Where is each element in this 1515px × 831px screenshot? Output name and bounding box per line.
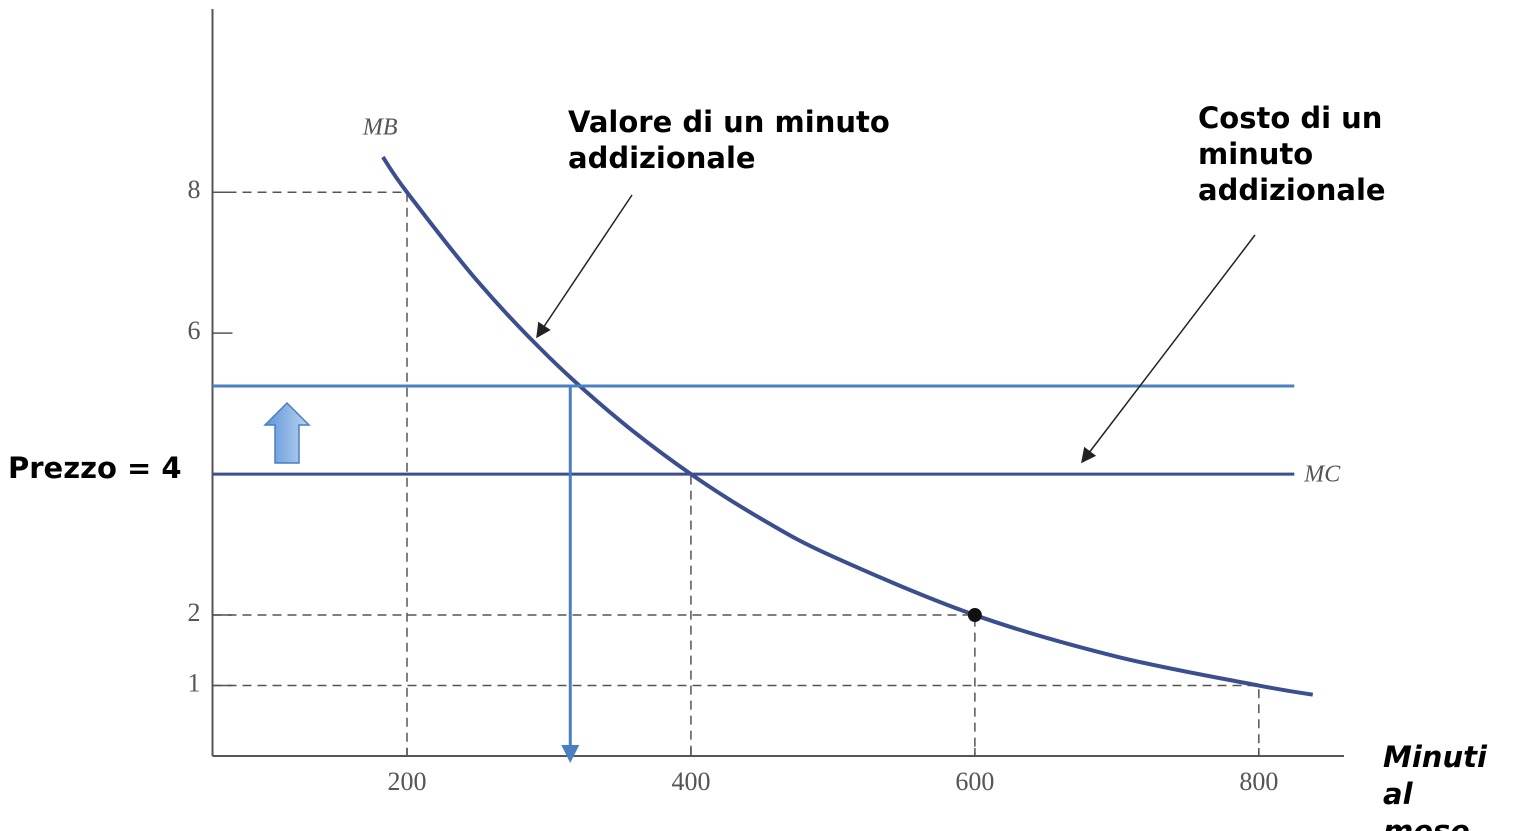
y-tick-label: 6 <box>188 316 201 345</box>
annotation-arrow <box>1081 234 1256 464</box>
curve-label: MB <box>362 114 398 140</box>
y-tick-label: 8 <box>188 175 201 204</box>
x-tick-label: 600 <box>955 767 994 796</box>
x-tick-label: 400 <box>671 767 710 796</box>
annotation-arrow <box>536 194 633 339</box>
annotation: addizionale <box>568 141 756 175</box>
x-axis-label: mese <box>1383 814 1470 831</box>
annotation: Valore di un minuto <box>568 105 890 139</box>
annotation: addizionale <box>1198 173 1386 207</box>
x-tick-label: 200 <box>387 767 426 796</box>
y-tick-label: 1 <box>188 668 201 697</box>
y-tick-label: 2 <box>188 598 201 627</box>
price-label: Prezzo = 4 <box>8 451 182 485</box>
guide-line <box>212 473 692 756</box>
x-axis-label: al <box>1383 777 1414 811</box>
guide-line <box>212 614 976 756</box>
annotation: Costo di un <box>1198 101 1382 135</box>
series-line <box>381 155 1314 697</box>
point <box>967 608 982 623</box>
guide-line <box>212 191 408 756</box>
x-tick-label: 800 <box>1239 767 1278 796</box>
guide-line <box>212 684 1260 756</box>
up-arrow <box>263 401 311 464</box>
curve-label: MC <box>1303 462 1341 488</box>
x-axis-label: Minuti <box>1383 740 1488 774</box>
annotation: minuto <box>1198 137 1313 171</box>
